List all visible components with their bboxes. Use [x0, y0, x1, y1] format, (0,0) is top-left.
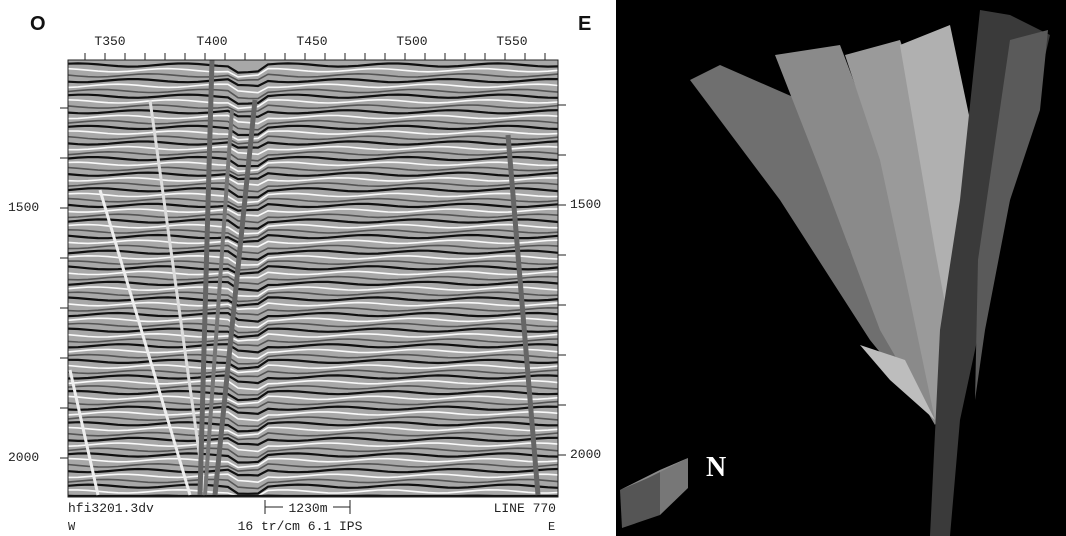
- trace-label: T550: [496, 34, 527, 49]
- trace-label: T400: [196, 34, 227, 49]
- trace-label: T350: [94, 34, 125, 49]
- trace-label: T500: [396, 34, 427, 49]
- depth-label: 1500: [8, 200, 39, 215]
- acquisition-info: 16 tr/cm 6.1 IPS: [238, 519, 363, 534]
- seismic-section: [68, 60, 558, 497]
- corner-label: O: [30, 13, 46, 35]
- depth-label: 2000: [8, 450, 39, 465]
- direction-label: E: [548, 520, 555, 534]
- page: O E T350 T400 T450 T500 T550 1500 2000 1…: [0, 0, 1066, 536]
- figure: O E T350 T400 T450 T500 T550 1500 2000 1…: [0, 0, 1066, 536]
- direction-label: W: [68, 520, 76, 534]
- depth-label: 2000: [570, 447, 601, 462]
- trace-label: T450: [296, 34, 327, 49]
- depth-label: 1500: [570, 197, 601, 212]
- north-label: N: [706, 452, 726, 483]
- file-name: hfi3201.3dv: [68, 501, 154, 516]
- line-label: LINE 770: [494, 501, 556, 516]
- corner-label: E: [578, 13, 591, 35]
- scale-bar-label: 1230m: [288, 501, 327, 516]
